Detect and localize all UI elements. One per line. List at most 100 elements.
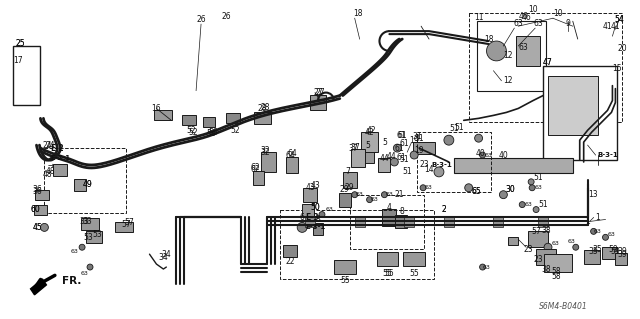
Bar [303, 188, 317, 202]
Circle shape [410, 151, 418, 159]
Text: 63: 63 [607, 232, 616, 237]
Text: 22: 22 [285, 256, 295, 266]
Circle shape [352, 192, 358, 198]
Bar [182, 115, 196, 125]
Circle shape [529, 185, 535, 191]
Bar [454, 158, 573, 173]
Text: 21: 21 [394, 190, 404, 199]
Text: 5: 5 [365, 141, 370, 150]
Bar [378, 158, 390, 172]
Text: 55: 55 [340, 277, 349, 286]
Text: 2: 2 [442, 205, 446, 214]
Text: 58: 58 [551, 266, 561, 276]
Text: 27: 27 [313, 88, 323, 97]
Text: 63: 63 [552, 241, 560, 246]
Text: 38: 38 [541, 264, 551, 273]
Bar [339, 193, 351, 207]
Bar [334, 260, 356, 274]
Bar [253, 171, 264, 185]
Text: 51: 51 [403, 167, 412, 176]
Text: 2: 2 [442, 205, 446, 214]
Text: 51: 51 [533, 173, 543, 182]
Text: 65: 65 [472, 187, 481, 196]
Text: 45: 45 [33, 223, 42, 232]
Bar [310, 94, 326, 110]
Text: 18: 18 [484, 34, 493, 44]
Text: 31: 31 [412, 132, 422, 141]
Text: E-3: E-3 [305, 213, 319, 222]
Text: 55: 55 [383, 270, 392, 278]
Bar [396, 214, 407, 228]
Text: 12: 12 [504, 51, 513, 60]
Text: 54: 54 [614, 15, 624, 24]
Text: 63: 63 [534, 185, 542, 190]
Text: 27: 27 [315, 88, 325, 97]
Bar [468, 13, 622, 122]
Circle shape [297, 222, 307, 232]
Circle shape [479, 152, 486, 158]
Text: 39: 39 [618, 250, 627, 259]
Text: →: → [47, 160, 54, 169]
Bar [44, 148, 125, 212]
Text: 64: 64 [287, 149, 297, 158]
Text: 23: 23 [524, 245, 533, 254]
Bar [479, 45, 499, 67]
Bar [584, 250, 600, 264]
Bar [417, 132, 492, 192]
Text: 11: 11 [474, 13, 483, 22]
Text: 43: 43 [310, 181, 320, 190]
Circle shape [475, 134, 483, 142]
Text: 51: 51 [454, 123, 463, 132]
Circle shape [486, 41, 506, 61]
Text: 13: 13 [588, 190, 597, 199]
Text: 48: 48 [43, 170, 52, 179]
Circle shape [591, 228, 596, 234]
Bar [508, 237, 518, 245]
Circle shape [394, 144, 401, 152]
Text: 63: 63 [70, 249, 78, 254]
Bar [349, 195, 424, 249]
Text: 61: 61 [397, 131, 407, 140]
Text: 42: 42 [365, 128, 374, 137]
Text: 26: 26 [221, 12, 230, 21]
Text: 23: 23 [419, 160, 429, 169]
Text: 46: 46 [522, 13, 531, 22]
Text: 18: 18 [353, 9, 362, 18]
Text: 63: 63 [371, 197, 378, 202]
Bar [536, 249, 556, 265]
Text: 1: 1 [585, 217, 590, 226]
Text: 62: 62 [251, 166, 260, 174]
Bar [351, 149, 365, 167]
Text: 63: 63 [524, 202, 532, 207]
Text: 51: 51 [399, 155, 409, 165]
Text: 50: 50 [310, 203, 320, 212]
Text: 53: 53 [92, 230, 102, 239]
Text: 35: 35 [593, 245, 602, 254]
Text: 16: 16 [152, 104, 161, 113]
Text: 62: 62 [251, 163, 260, 173]
Circle shape [533, 207, 539, 212]
Text: 6: 6 [300, 213, 305, 222]
Text: 63: 63 [568, 239, 576, 244]
Text: 64: 64 [285, 151, 295, 160]
Text: 29: 29 [345, 183, 355, 192]
Text: 53: 53 [83, 233, 93, 242]
Bar [403, 252, 425, 266]
Text: 28: 28 [258, 104, 268, 113]
Bar [362, 147, 374, 163]
Bar [302, 204, 314, 216]
Text: 9: 9 [565, 19, 570, 28]
Bar [602, 247, 618, 259]
Text: 63: 63 [80, 271, 88, 277]
Text: 28: 28 [260, 103, 270, 112]
Bar [616, 253, 627, 265]
Text: 58: 58 [551, 272, 561, 281]
Text: 44: 44 [380, 153, 389, 162]
Bar [376, 252, 398, 266]
Text: 1: 1 [595, 213, 600, 222]
Text: 63: 63 [385, 192, 394, 197]
Text: 48: 48 [45, 167, 55, 176]
Circle shape [40, 223, 49, 231]
Circle shape [381, 192, 387, 198]
Text: 32: 32 [260, 148, 270, 157]
